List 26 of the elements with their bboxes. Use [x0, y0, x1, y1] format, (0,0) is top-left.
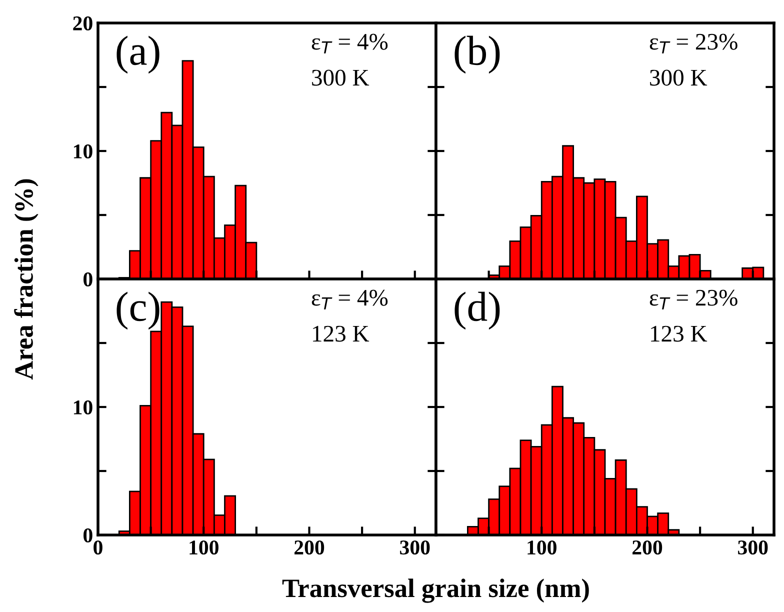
annotation: 123 K	[651, 326, 708, 342]
x-tick-label: 300	[400, 540, 430, 555]
y-tick-label: 10	[74, 144, 92, 158]
annotation: 300 K	[650, 70, 708, 86]
x-tick-label: 0	[94, 540, 102, 555]
annotation: 300 K	[312, 70, 370, 86]
annotation: ε$_{T}$ = 23%	[650, 290, 738, 310]
x-tick-label: 100	[190, 540, 218, 555]
annotation: (c)	[116, 292, 160, 330]
annotation: ε$_{T}$ = 4%	[312, 290, 388, 310]
x-tick-label: 200	[294, 540, 324, 555]
y-tick-label: 10	[74, 400, 92, 414]
y-tick-label: 0	[84, 272, 92, 286]
annotation: 123 K	[313, 326, 370, 342]
annotation: (d)	[454, 292, 500, 330]
x-axis-title: Transversal grain size (nm)	[282, 578, 589, 603]
x-tick-label: 200	[632, 540, 662, 555]
annotation: ε$_{T}$ = 4%	[312, 34, 388, 54]
y-tick-label: 0	[84, 528, 92, 542]
x-tick-label: 300	[738, 540, 768, 555]
annotation: (b)	[454, 36, 500, 74]
y-tick-label: 20	[73, 16, 92, 30]
x-tick-label: 100	[528, 540, 556, 555]
annotation: ε$_{T}$ = 23%	[650, 34, 738, 54]
annotation: (a)	[116, 36, 160, 74]
y-axis-title: Area fraction (%)	[14, 179, 38, 380]
